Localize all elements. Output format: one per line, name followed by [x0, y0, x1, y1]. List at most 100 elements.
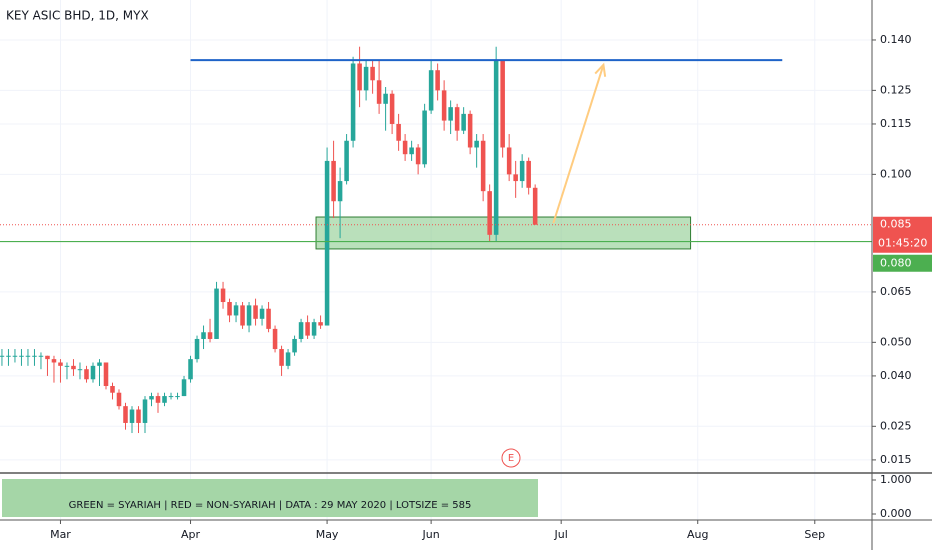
y-tick-label: 0.050: [880, 335, 912, 348]
candle-body: [415, 147, 421, 165]
candle-body: [318, 322, 323, 326]
candle-body: [370, 66, 375, 81]
candle-body: [64, 365, 70, 367]
candle-body: [493, 60, 499, 235]
candle-body: [337, 181, 343, 202]
y-tick-label: 0.000: [880, 507, 912, 520]
y-tick-label: 0.040: [880, 369, 912, 382]
x-tick-label: Jul: [554, 528, 568, 541]
candle-body: [331, 160, 336, 202]
candle-body: [253, 305, 258, 319]
candle-body: [162, 396, 167, 403]
grid: [0, 0, 872, 520]
plot: [0, 46, 872, 434]
candle-body: [376, 80, 382, 104]
candle-body: [526, 160, 531, 188]
candle-body: [71, 365, 76, 370]
candle-body: [58, 362, 63, 366]
candle-body: [389, 93, 395, 124]
candle-body: [90, 365, 96, 380]
candle-body: [467, 113, 473, 148]
candle-body: [513, 174, 518, 182]
candle-body: [402, 140, 408, 155]
candle-body: [51, 359, 57, 363]
candle-body: [116, 392, 122, 407]
candle-body: [259, 308, 265, 319]
last-price-label: 0.085: [880, 218, 912, 231]
candle-body: [12, 355, 18, 357]
candle-body: [363, 66, 369, 91]
event-marker-label[interactable]: E: [508, 453, 514, 464]
candle-body: [45, 355, 50, 360]
y-tick-label: 0.015: [880, 453, 912, 466]
candle-body: [311, 322, 317, 336]
candle-body: [136, 409, 141, 423]
candle-body: [142, 399, 148, 423]
candle-body: [279, 349, 284, 366]
candle-body: [422, 110, 427, 165]
candle-body: [38, 355, 44, 357]
candle-body: [214, 288, 219, 339]
y-tick-label: 0.140: [880, 33, 912, 46]
candle-body: [350, 63, 356, 141]
x-tick-label: Jun: [422, 528, 440, 541]
x-tick-label: Sep: [804, 528, 825, 541]
indicator-text: GREEN = SYARIAH | RED = NON-SYARIAH | DA…: [69, 500, 472, 511]
x-tick-label: Apr: [181, 528, 201, 541]
candle-body: [448, 107, 453, 121]
candle-body: [298, 322, 304, 339]
candle-body: [532, 187, 538, 225]
candle-body: [6, 355, 11, 357]
candle-body: [32, 355, 37, 357]
candle-body: [435, 70, 440, 91]
y-tick-label: 0.100: [880, 167, 912, 180]
candle-body: [506, 147, 512, 175]
candle-body: [383, 93, 388, 104]
candle-body: [480, 140, 486, 192]
y-tick-label: 0.065: [880, 285, 912, 298]
candle-body: [305, 322, 310, 336]
candle-body: [207, 332, 213, 339]
candle-body: [357, 63, 362, 91]
candle-body: [84, 369, 89, 380]
candle-body: [292, 338, 297, 353]
candle-body: [110, 385, 115, 393]
candle-body: [500, 60, 505, 148]
y-tick-label: 0.115: [880, 117, 912, 130]
candle-body: [246, 305, 252, 326]
candle-body: [474, 140, 479, 148]
candle-body: [97, 362, 102, 366]
candle-body: [344, 140, 349, 182]
candle-body: [461, 113, 466, 131]
candle-body: [233, 305, 239, 316]
candle-body: [272, 328, 278, 350]
candle-body: [396, 123, 401, 141]
candle-body: [181, 379, 187, 397]
candle-body: [201, 332, 206, 339]
candle-body: [0, 355, 5, 357]
event-marker[interactable]: [501, 448, 521, 468]
x-tick-label: Mar: [50, 528, 71, 541]
candle-body: [103, 362, 109, 386]
candle-body: [409, 147, 414, 155]
candle-body: [175, 396, 180, 398]
support-price-box: [873, 254, 932, 272]
last-price-box: [873, 216, 932, 253]
candle-body: [25, 355, 31, 357]
x-tick-label: Aug: [687, 528, 708, 541]
x-tick-label: May: [316, 528, 339, 541]
candle-body: [220, 288, 226, 303]
candle-body: [227, 302, 232, 316]
candle-body: [77, 369, 83, 371]
candle-body: [324, 160, 330, 326]
candle-body: [285, 352, 291, 366]
candle-body: [519, 160, 525, 182]
chart-title: KEY ASIC BHD, 1D, MYX: [6, 9, 149, 23]
axes: 0.140 0.125 0.115 0.100 0.065 0.050 0.040 0.025…: [50, 33, 932, 541]
candle-body: [155, 396, 161, 403]
indicator-box: [2, 479, 538, 517]
support-price-label: 0.080: [880, 257, 912, 270]
candle-body: [149, 396, 154, 400]
